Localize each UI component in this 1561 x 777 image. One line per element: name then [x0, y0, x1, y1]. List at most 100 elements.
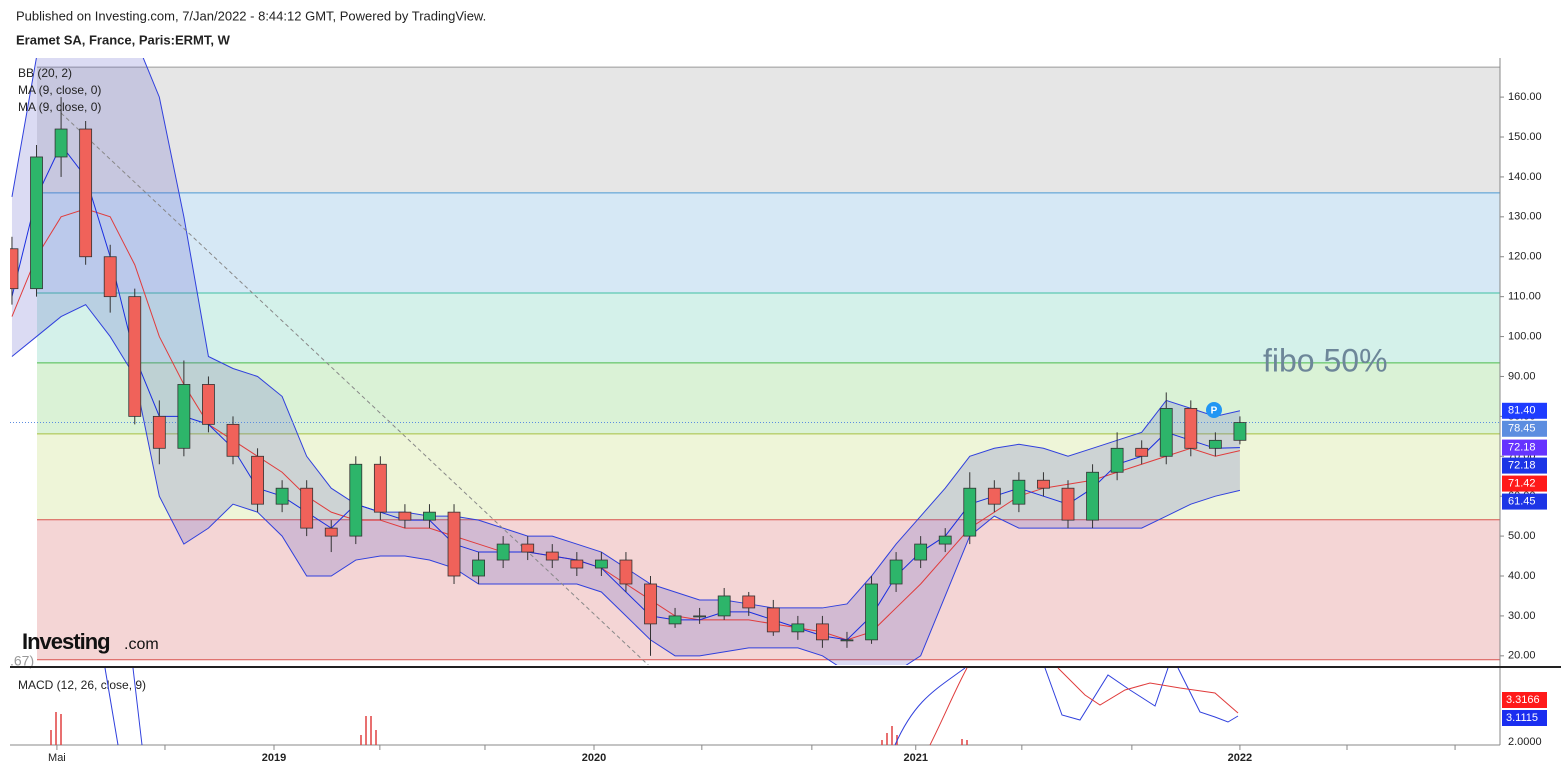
candle-body	[177, 384, 191, 449]
candle-body	[1159, 407, 1173, 457]
indicator: MA (9, close, 0)	[18, 100, 101, 114]
price-label-bg	[1502, 475, 1547, 492]
candle-body	[717, 595, 731, 617]
candle-body	[644, 583, 657, 625]
candle-body	[1037, 479, 1050, 489]
candle-body	[766, 607, 780, 633]
candle-body	[373, 463, 387, 513]
macd-histogram	[50, 712, 968, 745]
candle-body	[103, 256, 117, 298]
x-tick-label: Mai	[48, 752, 66, 764]
candle-body	[1012, 479, 1026, 505]
candle-body	[1061, 487, 1075, 521]
candle-body	[128, 296, 142, 417]
candle-body	[791, 623, 805, 633]
y-tick-label: 20.00	[1508, 650, 1536, 662]
candle-body	[202, 384, 215, 425]
candle-body	[54, 128, 68, 158]
macd-title: MACD (12, 26, close, 9)	[18, 678, 146, 692]
candle-body	[447, 511, 461, 577]
macd-tick: 2.0000	[1508, 736, 1542, 748]
y-tick-label: 130.00	[1508, 211, 1542, 223]
bb-lower	[11, 304, 1241, 665]
candle-body	[300, 487, 314, 529]
candle-body	[472, 559, 485, 577]
fib-band	[37, 519, 1500, 660]
candle-body	[349, 463, 363, 537]
candle-body	[914, 543, 928, 561]
y-tick-label: 110.00	[1508, 291, 1541, 303]
macd-label-bg	[1502, 692, 1547, 708]
candle-body	[619, 559, 633, 585]
x-tick-label: 2020	[582, 752, 606, 764]
fib-band	[37, 192, 1500, 294]
marker-label: P	[1211, 406, 1218, 417]
y-tick-label: 90.00	[1508, 370, 1536, 382]
price-label-bg	[1502, 439, 1547, 456]
candle-body	[496, 543, 510, 561]
candle-body	[30, 156, 43, 290]
annotation: fibo 50%	[1263, 342, 1388, 378]
logo-suffix: .com	[124, 636, 159, 653]
y-tick-label: 120.00	[1508, 251, 1542, 263]
bb-fill	[11, 58, 1240, 665]
candle-body	[1086, 471, 1099, 521]
macd-lines	[104, 667, 1239, 746]
candle-body	[963, 487, 977, 537]
candle-body	[987, 487, 1001, 505]
y-tick-label: 40.00	[1508, 570, 1536, 582]
y-tick-label: 150.00	[1508, 131, 1542, 143]
candle-body	[521, 543, 535, 553]
x-tick-label: 2021	[903, 752, 927, 764]
price-label-bg	[1502, 457, 1547, 474]
candle-body	[423, 511, 436, 521]
price-label: 72.18	[1508, 459, 1536, 471]
y-tick-label: 50.00	[1508, 530, 1536, 542]
price-label-bg	[1502, 402, 1547, 419]
fragment: .67)	[10, 653, 34, 669]
indicator: BB (20, 2)	[18, 66, 72, 80]
candle-body	[668, 615, 682, 625]
macd-label-bg	[1502, 710, 1547, 726]
marker	[1206, 402, 1222, 418]
candle-body	[1184, 407, 1198, 449]
x-tick-label: 2022	[1228, 752, 1252, 764]
title: Eramet SA, France, Paris:ERMT, W	[16, 32, 231, 47]
candle-body	[1208, 439, 1222, 449]
price-label-bg	[1502, 420, 1547, 437]
candle-body	[938, 535, 952, 545]
y-tick-label: 140.00	[1508, 171, 1542, 183]
price-label-bg	[1502, 493, 1547, 510]
candle-body	[865, 583, 878, 641]
candle-body	[152, 415, 166, 449]
fib-band	[37, 433, 1500, 520]
candle-body	[840, 639, 854, 642]
candle-body	[79, 128, 93, 258]
logo: Investing	[22, 629, 110, 654]
indicator: MA (9, close, 0)	[18, 83, 101, 97]
x-tick-label: 2019	[262, 752, 286, 764]
candle-body	[570, 559, 584, 569]
candle-body	[545, 551, 559, 561]
y-tick-label: 30.00	[1508, 610, 1536, 622]
published: Published on Investing.com, 7/Jan/2022 -…	[16, 8, 486, 23]
price-label: 71.42	[1508, 477, 1536, 489]
candle-body	[398, 511, 412, 521]
candle-body	[594, 559, 608, 569]
candle-body	[251, 455, 264, 505]
candle-body	[1233, 422, 1247, 441]
price-label: 72.18	[1508, 441, 1536, 453]
candle-body	[693, 615, 707, 618]
candle-body	[1135, 447, 1149, 457]
candle-body	[10, 248, 19, 290]
candle-body	[226, 423, 240, 457]
fib-band	[37, 67, 1500, 193]
candle-body	[1110, 447, 1124, 473]
fib-band	[37, 293, 1500, 363]
candle-body	[816, 623, 829, 641]
candle-body	[742, 595, 756, 609]
price-label: 78.45	[1508, 423, 1536, 435]
y-tick-label: 100.00	[1508, 330, 1542, 342]
